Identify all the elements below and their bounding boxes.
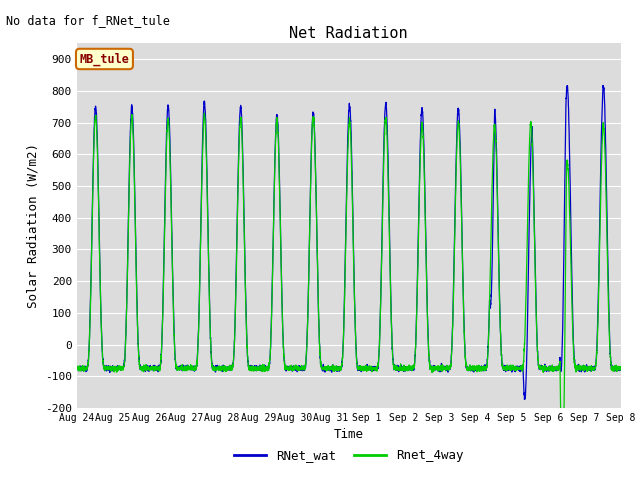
RNet_wat [440, 364, 448, 370]
Rnet_4way [441, 365, 449, 371]
RNet_wat [599, 83, 607, 88]
RNet_wat [471, 364, 479, 370]
RNet_wat [502, 366, 509, 372]
Rnet_4way [616, 367, 624, 372]
RNet_wat [617, 366, 625, 372]
Text: MB_tule: MB_tule [79, 52, 129, 66]
Rnet_4way [73, 365, 81, 371]
RNet_wat [616, 364, 624, 370]
Rnet_4way [502, 363, 509, 369]
Legend: RNet_wat, Rnet_4way: RNet_wat, Rnet_4way [229, 444, 468, 468]
Rnet_4way [200, 110, 208, 116]
Rnet_4way [329, 362, 337, 368]
Y-axis label: Solar Radiation (W/m2): Solar Radiation (W/m2) [26, 143, 40, 308]
Rnet_4way [471, 366, 479, 372]
Text: No data for f_RNet_tule: No data for f_RNet_tule [6, 14, 170, 27]
Title: Net Radiation: Net Radiation [289, 25, 408, 41]
RNet_wat [520, 396, 528, 402]
X-axis label: Time: Time [334, 429, 364, 442]
Rnet_4way [558, 472, 566, 478]
RNet_wat [73, 365, 81, 371]
RNet_wat [328, 366, 336, 372]
Line: RNet_wat: RNet_wat [77, 85, 621, 399]
Line: Rnet_4way: Rnet_4way [77, 113, 621, 475]
Rnet_4way [171, 343, 179, 348]
Rnet_4way [617, 366, 625, 372]
RNet_wat [171, 344, 179, 349]
